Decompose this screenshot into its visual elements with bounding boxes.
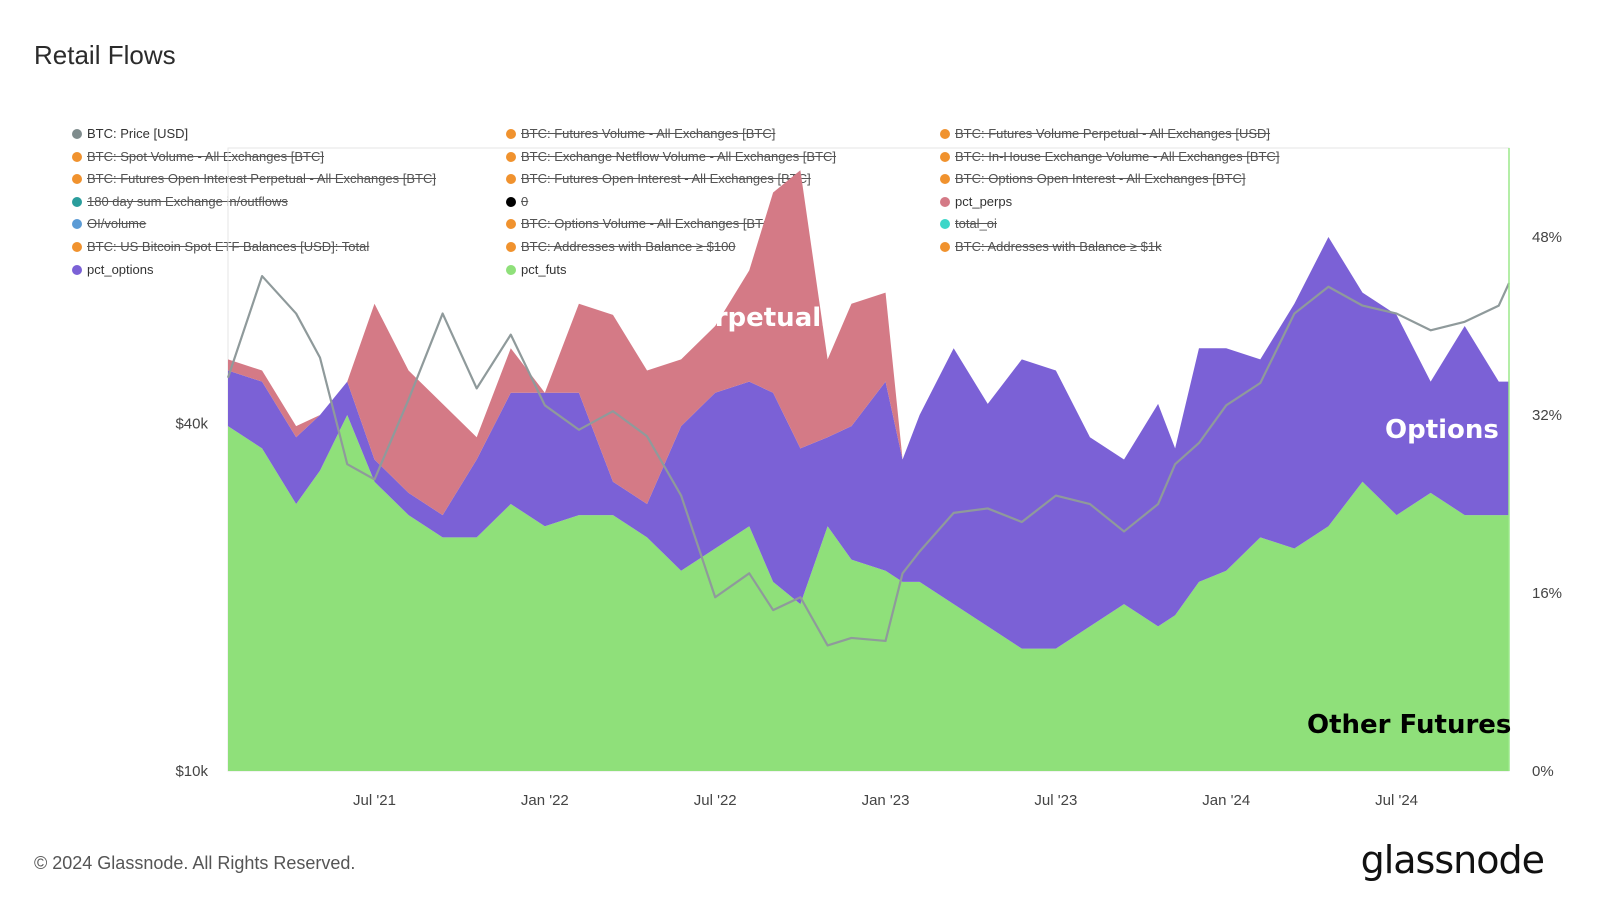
right-tick-label: 48% xyxy=(1532,229,1562,246)
x-tick-label: Jul '24 xyxy=(1375,792,1418,809)
legend-item[interactable]: total_oi xyxy=(940,216,997,231)
legend-label: OI/volume xyxy=(87,216,147,232)
legend-item[interactable]: BTC: Price [USD] xyxy=(72,126,188,141)
series-area-pct-futs xyxy=(228,415,1509,771)
legend-swatch-icon xyxy=(940,219,950,230)
x-tick-label: Jan '22 xyxy=(521,792,569,809)
legend-swatch-icon xyxy=(72,196,82,207)
legend-label: pct_options xyxy=(87,261,154,277)
copyright-footer: © 2024 Glassnode. All Rights Reserved. xyxy=(34,853,356,873)
annotation-options: Options xyxy=(1385,415,1499,445)
x-tick-label: Jul '21 xyxy=(353,792,396,809)
legend-swatch-icon xyxy=(506,264,516,275)
glassnode-logo: glassnode xyxy=(1360,838,1545,882)
legend-swatch-icon xyxy=(940,129,950,139)
legend-label: 0 xyxy=(521,193,529,209)
legend-swatch-icon xyxy=(940,151,950,162)
series-area-pct-options xyxy=(228,237,1509,649)
legend-swatch-icon xyxy=(940,174,950,185)
legend-swatch-icon xyxy=(72,264,82,275)
legend-item[interactable]: pct_futs xyxy=(506,262,567,277)
x-tick-label: Jul '22 xyxy=(694,792,737,809)
legend-label: pct_perps xyxy=(955,193,1013,209)
legend-item[interactable]: OI/volume xyxy=(72,216,146,231)
legend-label: BTC: Futures Open Interest Perpetual - A… xyxy=(87,171,436,187)
legend-swatch-icon xyxy=(506,219,516,230)
right-tick-label: 16% xyxy=(1532,585,1562,602)
legend-label: pct_futs xyxy=(521,261,567,277)
series-area-pct-perps xyxy=(228,170,1509,516)
legend-item[interactable]: BTC: Options Open Interest - All Exchang… xyxy=(940,171,1245,186)
x-tick-label: Jan '24 xyxy=(1202,792,1250,809)
legend-item[interactable]: 0 xyxy=(506,194,528,209)
legend-swatch-icon xyxy=(72,242,82,252)
legend-item[interactable]: BTC: Futures Volume Perpetual - All Exch… xyxy=(940,126,1270,141)
legend-item[interactable]: BTC: Futures Open Interest Perpetual - A… xyxy=(72,171,436,186)
left-tick-label: $40k xyxy=(175,415,208,432)
legend-item[interactable]: BTC: Spot Volume - All Exchanges [BTC] xyxy=(72,149,324,164)
annotation-other-futures: Other Futures xyxy=(1307,710,1512,740)
legend-item[interactable]: pct_options xyxy=(72,262,154,277)
legend-swatch-icon xyxy=(940,242,950,252)
legend-label: BTC: Addresses with Balance ≥ $100 xyxy=(521,239,736,254)
x-tick-label: Jul '23 xyxy=(1034,792,1077,809)
legend-swatch-icon xyxy=(506,151,516,162)
legend-item[interactable]: BTC: Exchange Netflow Volume - All Excha… xyxy=(506,149,836,164)
legend-label: BTC: Futures Volume Perpetual - All Exch… xyxy=(955,126,1271,141)
left-tick-label: $10k xyxy=(175,763,208,780)
legend-item[interactable]: BTC: Addresses with Balance ≥ $100 xyxy=(506,239,736,254)
legend-item[interactable]: 180 day sum Exchange in/outflows xyxy=(72,194,288,209)
legend-item[interactable]: BTC: Addresses with Balance ≥ $1k xyxy=(940,239,1162,254)
legend-label: BTC: Futures Open Interest - All Exchang… xyxy=(521,171,811,187)
legend-label: BTC: Addresses with Balance ≥ $1k xyxy=(955,239,1162,254)
chart-title: Retail Flows xyxy=(34,40,176,70)
legend-label: BTC: Futures Volume - All Exchanges [BTC… xyxy=(521,126,776,141)
legend-label: BTC: Price [USD] xyxy=(87,126,189,141)
legend-swatch-icon xyxy=(72,129,82,139)
legend-label: BTC: In-House Exchange Volume - All Exch… xyxy=(955,148,1280,164)
series-line-btc-price xyxy=(226,274,1511,647)
legend-swatch-icon xyxy=(506,196,516,207)
legend-item[interactable]: BTC: Futures Open Interest - All Exchang… xyxy=(506,171,811,186)
legend-label: BTC: Options Open Interest - All Exchang… xyxy=(955,171,1246,187)
legend-swatch-icon xyxy=(506,174,516,185)
right-tick-label: 32% xyxy=(1532,407,1562,424)
legend-label: BTC: Exchange Netflow Volume - All Excha… xyxy=(521,148,837,164)
legend-item[interactable]: pct_perps xyxy=(940,194,1012,209)
legend-item[interactable]: BTC: In-House Exchange Volume - All Exch… xyxy=(940,149,1279,164)
legend-swatch-icon xyxy=(72,219,82,230)
legend-label: BTC: Spot Volume - All Exchanges [BTC] xyxy=(87,148,324,164)
legend-swatch-icon xyxy=(72,174,82,185)
legend-label: 180 day sum Exchange in/outflows xyxy=(87,193,288,209)
x-tick-label: Jan '23 xyxy=(862,792,910,809)
legend-item[interactable]: BTC: Options Volume - All Exchanges [BTC… xyxy=(506,216,776,231)
legend-swatch-icon xyxy=(940,196,950,207)
annotation-perpetuals: Perpetuals xyxy=(678,303,837,333)
legend-swatch-icon xyxy=(506,242,516,252)
right-tick-label: 0% xyxy=(1532,763,1554,780)
legend-swatch-icon xyxy=(506,129,516,139)
legend-label: BTC: Options Volume - All Exchanges [BTC… xyxy=(521,216,777,232)
legend-label: total_oi xyxy=(955,216,997,232)
legend-swatch-icon xyxy=(72,151,82,162)
legend-item[interactable]: BTC: Futures Volume - All Exchanges [BTC… xyxy=(506,126,775,141)
